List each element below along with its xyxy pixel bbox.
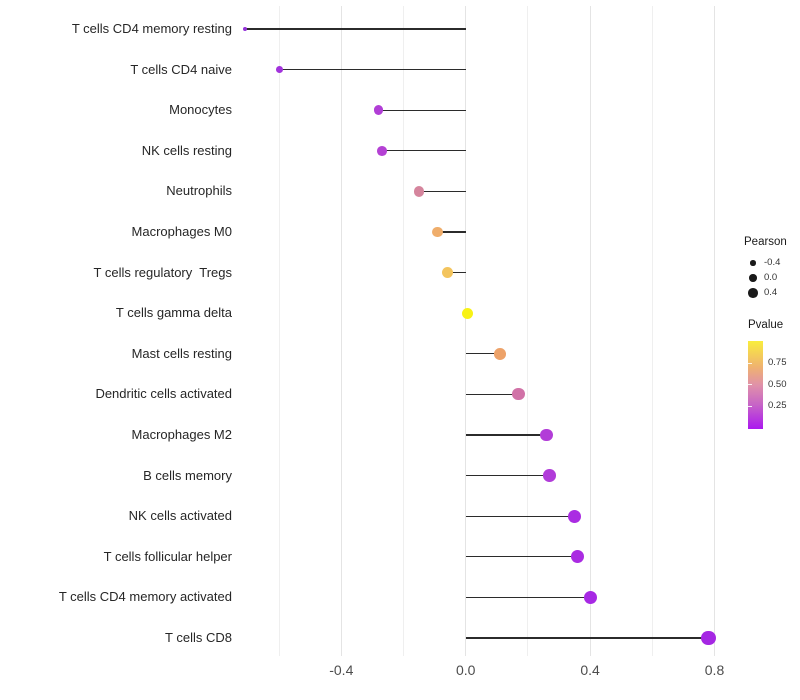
category-label: T cells CD4 memory resting <box>71 21 232 36</box>
lollipop-stem <box>465 556 578 558</box>
colorbar-tick-mark <box>748 362 752 364</box>
colorbar-tick-label: 0.75 <box>768 357 787 368</box>
lollipop-dot <box>432 226 444 238</box>
lollipop-stem <box>437 231 466 233</box>
category-label: Macrophages M0 <box>131 224 232 239</box>
lollipop-dot <box>512 388 525 401</box>
legend-size-dot <box>750 260 756 266</box>
lollipop-stem <box>244 28 466 30</box>
lollipop-dot <box>441 267 453 279</box>
category-label: Mast cells resting <box>131 345 232 361</box>
category-label: T cells regulatory Tregs <box>93 264 232 280</box>
lollipop-dot <box>242 27 247 31</box>
lollipop-stem <box>419 190 466 192</box>
category-label: T cells follicular helper <box>103 548 232 564</box>
legend-size-label: 0.0 <box>764 272 778 283</box>
lollipop-dot <box>700 630 716 646</box>
colorbar-tick-label: 0.50 <box>768 378 787 390</box>
legend-size-label: 0.4 <box>764 287 778 298</box>
legend-title-pvalue: Pvalue <box>748 319 784 331</box>
lollipop-stem <box>465 515 575 517</box>
lollipop-stem <box>279 69 466 71</box>
category-label: Macrophages M2 <box>131 427 232 442</box>
gridline-minor <box>651 6 653 656</box>
x-tick-label: 0.4 <box>580 662 600 678</box>
x-tick-label: 0.0 <box>455 662 476 678</box>
lollipop-stem <box>465 475 550 477</box>
lollipop-dot <box>275 66 283 74</box>
colorbar-tick-label: 0.25 <box>768 400 787 412</box>
lollipop-stem <box>465 393 519 395</box>
category-label: Dendritic cells activated <box>95 386 232 402</box>
category-label: T cells CD4 naive <box>130 61 232 77</box>
lollipop-stem <box>465 637 709 639</box>
lollipop-dot <box>571 550 585 564</box>
category-label: NK cells resting <box>141 142 232 158</box>
legend-size-dot <box>748 288 758 298</box>
lollipop-stem <box>381 150 466 152</box>
gridline-major <box>340 6 342 656</box>
lollipop-dot <box>568 509 582 523</box>
category-label: NK cells activated <box>128 508 232 524</box>
legend-size-dot <box>749 274 757 282</box>
lollipop-dot <box>413 186 425 197</box>
colorbar-tick-mark <box>748 384 752 386</box>
lollipop-stem <box>378 109 466 111</box>
lollipop-dot <box>493 347 506 360</box>
category-label: Monocytes <box>169 102 232 118</box>
colorbar-tick-mark <box>748 405 752 407</box>
category-label: T cells CD8 <box>165 630 232 645</box>
lollipop-dot <box>540 428 553 442</box>
x-tick-label: 0.8 <box>704 662 725 678</box>
x-tick-label: -0.4 <box>329 662 354 678</box>
gridline-major <box>589 6 591 656</box>
lollipop-stem <box>465 353 500 355</box>
category-label: B cells memory <box>143 467 232 483</box>
gridline-minor <box>278 6 280 656</box>
category-label: T cells gamma delta <box>115 305 232 321</box>
gridline-major <box>465 6 467 656</box>
gridline-major <box>714 6 715 656</box>
gridline-minor <box>403 6 404 656</box>
lollipop-dot <box>583 590 597 604</box>
lollipop-dot <box>543 469 556 482</box>
lollipop-stem <box>465 434 547 436</box>
legend-title-pearson: Pearson <box>744 236 787 248</box>
legend-size-label: -0.4 <box>764 257 781 268</box>
lollipop-dot <box>376 145 387 156</box>
gridline-minor <box>527 6 529 656</box>
lollipop-dot <box>373 105 384 116</box>
lollipop-stem <box>447 272 466 274</box>
lollipop-stem <box>465 596 591 598</box>
category-label: T cells CD4 memory activated <box>58 589 232 605</box>
category-label: Neutrophils <box>166 183 232 199</box>
lollipop-dot <box>461 307 473 319</box>
